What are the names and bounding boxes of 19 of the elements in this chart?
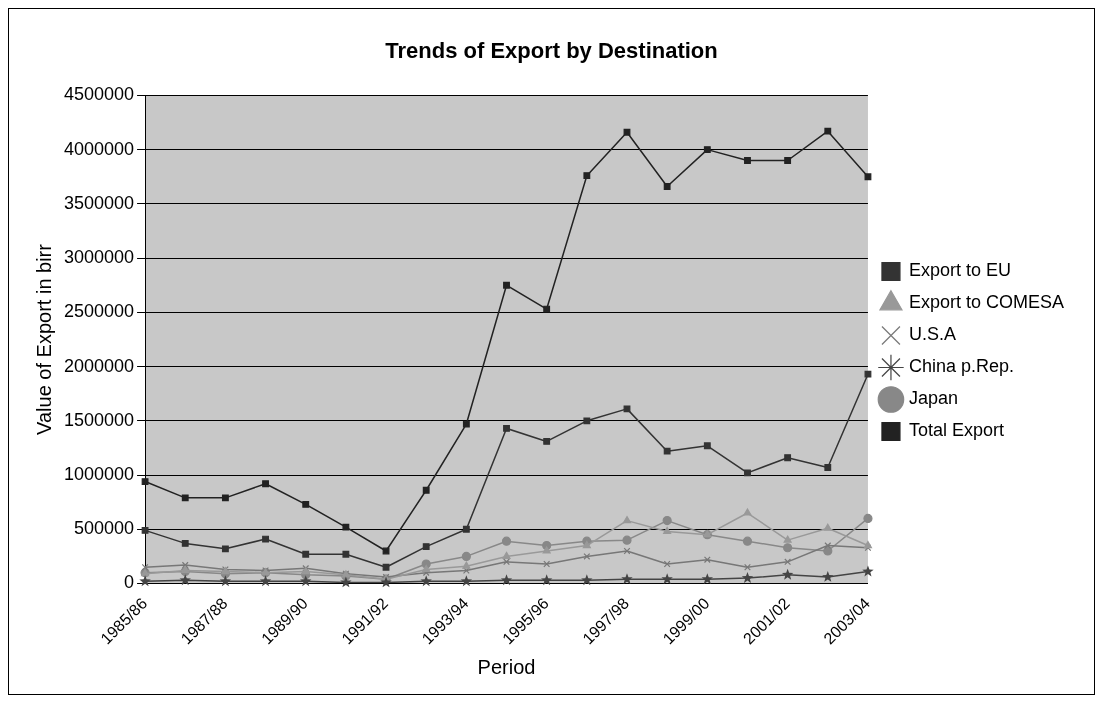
y-tick-label: 1000000 bbox=[64, 464, 135, 485]
y-axis-title: Value of Export in birr bbox=[32, 243, 55, 435]
legend-label: Export to COMESA bbox=[908, 292, 1065, 313]
y-tick-label: 1500000 bbox=[64, 409, 135, 430]
y-tick-label: 4500000 bbox=[64, 84, 135, 105]
y-tick-label: 2000000 bbox=[64, 355, 135, 376]
legend-label: Total Export bbox=[908, 420, 1004, 441]
y-tick-label: 500000 bbox=[74, 518, 135, 539]
chart-title: Trends of Export by Destination bbox=[385, 38, 718, 64]
y-tick-label: 3000000 bbox=[64, 247, 135, 268]
legend-label: Japan bbox=[908, 388, 958, 409]
legend-label: Export to EU bbox=[908, 260, 1011, 281]
y-tick-label: 2500000 bbox=[64, 301, 135, 322]
legend-label: U.S.A bbox=[908, 324, 956, 345]
y-tick-label: 0 bbox=[124, 572, 135, 593]
y-tick-label: 4000000 bbox=[64, 138, 135, 159]
y-tick-label: 3500000 bbox=[64, 192, 135, 213]
legend-label: China p.Rep. bbox=[908, 356, 1015, 377]
x-axis-title: Period bbox=[477, 655, 536, 678]
